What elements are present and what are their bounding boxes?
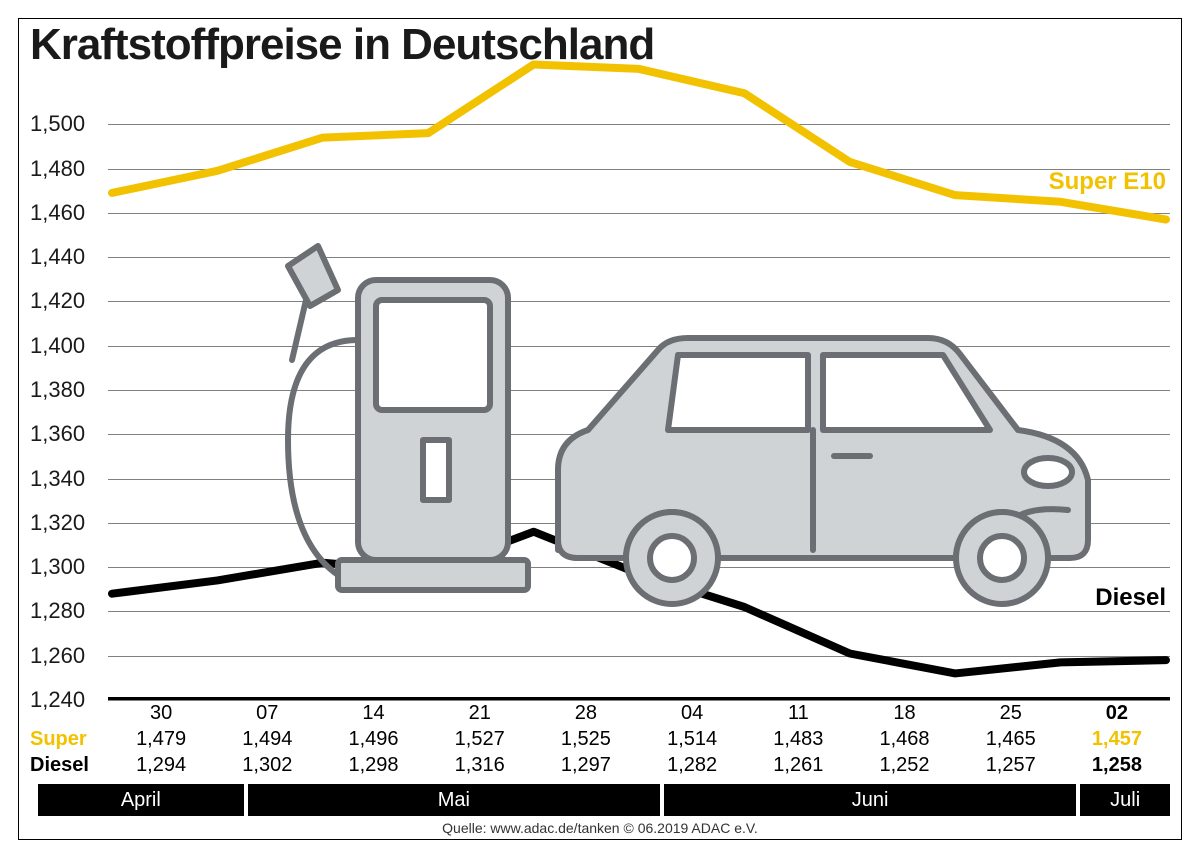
xtick-label: 18 [851, 702, 957, 725]
data-cell: 1,483 [745, 728, 851, 751]
data-cell: 1,525 [533, 728, 639, 751]
xtick-label: 07 [214, 702, 320, 725]
chart-area: Super E10 Diesel 1,500 1,480 1,460 1,440 1,42… [30, 80, 1170, 700]
data-cell: 1,494 [214, 728, 320, 751]
month-segment: Juli [1080, 784, 1170, 816]
month-segment: Juni [664, 784, 1076, 816]
data-cell: 1,294 [108, 754, 214, 777]
xtick-label: 25 [958, 702, 1064, 725]
data-cell: 1,465 [958, 728, 1064, 751]
fuel-station-car-icon [248, 240, 1108, 610]
plot: Super E10 Diesel [108, 80, 1170, 700]
data-row-diesel: Diesel1,2941,3021,2981,3161,2971,2821,26… [30, 752, 1170, 778]
xtick-label: 11 [745, 702, 851, 725]
xtick-label: 21 [427, 702, 533, 725]
series-line-super-e10 [112, 65, 1166, 220]
xtick-label: 14 [320, 702, 426, 725]
ytick-label: 1,380 [30, 377, 100, 403]
ytick-label: 1,340 [30, 466, 100, 492]
row-label: Diesel [30, 754, 108, 777]
ytick-label: 1,480 [30, 156, 100, 182]
data-cell: 1,468 [851, 728, 957, 751]
xtick-label: 28 [533, 702, 639, 725]
data-cell: 1,496 [320, 728, 426, 751]
ytick-label: 1,500 [30, 111, 100, 137]
data-cell: 1,257 [958, 754, 1064, 777]
data-cell: 1,479 [108, 728, 214, 751]
data-cell: 1,316 [427, 754, 533, 777]
xtick-label: 30 [108, 702, 214, 725]
data-cell: 1,298 [320, 754, 426, 777]
ytick-label: 1,420 [30, 288, 100, 314]
data-cell: 1,302 [214, 754, 320, 777]
ytick-label: 1,360 [30, 421, 100, 447]
data-cell: 1,282 [639, 754, 745, 777]
data-cell: 1,457 [1064, 728, 1170, 751]
data-table: 30071421280411182502 Super1,4791,4941,49… [30, 700, 1170, 778]
data-row-super-e10: Super1,4791,4941,4961,5271,5251,5141,483… [30, 726, 1170, 752]
month-segment: April [38, 784, 244, 816]
data-cell: 1,258 [1064, 754, 1170, 777]
ytick-label: 1,280 [30, 598, 100, 624]
xtick-label: 04 [639, 702, 745, 725]
series-label-super-e10: Super E10 [1049, 168, 1166, 196]
ytick-label: 1,460 [30, 200, 100, 226]
month-segment: Mai [248, 784, 660, 816]
series-label-diesel: Diesel [1095, 584, 1166, 612]
data-cell: 1,261 [745, 754, 851, 777]
ytick-label: 1,300 [30, 554, 100, 580]
xtick-label: 02 [1064, 702, 1170, 725]
ytick-label: 1,260 [30, 643, 100, 669]
ytick-label: 1,320 [30, 510, 100, 536]
data-cell: 1,297 [533, 754, 639, 777]
data-cell: 1,252 [851, 754, 957, 777]
ytick-label: 1,400 [30, 333, 100, 359]
row-label: Super [30, 728, 108, 751]
ytick-label: 1,440 [30, 244, 100, 270]
xtick-row: 30071421280411182502 [30, 700, 1170, 726]
data-cell: 1,514 [639, 728, 745, 751]
month-bar: AprilMaiJuniJuli [30, 784, 1170, 816]
source-line: Quelle: www.adac.de/tanken © 06.2019 ADA… [0, 820, 1200, 836]
data-cell: 1,527 [427, 728, 533, 751]
